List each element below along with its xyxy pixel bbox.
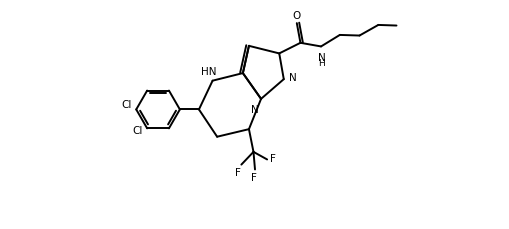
- Text: F: F: [251, 173, 257, 183]
- Text: O: O: [292, 11, 300, 21]
- Text: HN: HN: [201, 67, 216, 77]
- Text: F: F: [270, 153, 275, 163]
- Text: F: F: [235, 167, 241, 177]
- Text: Cl: Cl: [132, 125, 143, 135]
- Text: N: N: [250, 105, 259, 115]
- Text: H: H: [318, 59, 324, 68]
- Text: N: N: [289, 72, 296, 82]
- Text: N: N: [317, 53, 325, 63]
- Text: Cl: Cl: [121, 100, 131, 109]
